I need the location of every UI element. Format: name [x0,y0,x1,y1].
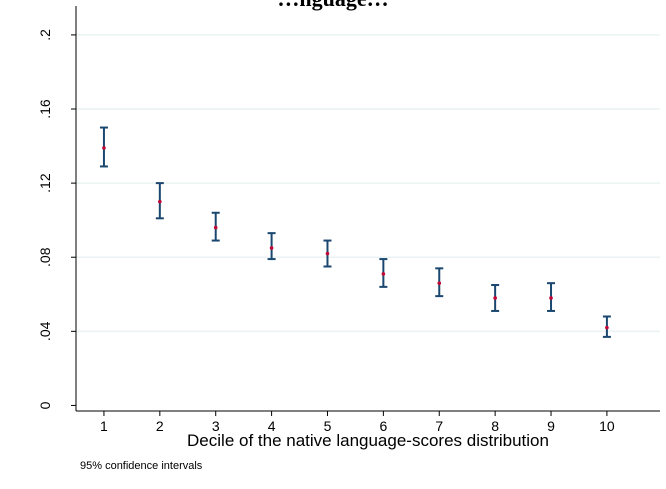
confidence-interval [491,284,500,312]
confidence-interval [602,315,611,338]
point-estimate [269,246,274,250]
point-estimate [213,225,218,230]
y-tick-label: 0 [37,401,53,409]
x-tick-label: 2 [156,418,164,434]
x-tick-label: 4 [268,418,276,434]
y-tick-label: .04 [37,321,53,341]
point-estimate [493,296,497,300]
x-tick-label: 7 [435,418,443,434]
chart-title: …nguage… [0,0,666,12]
confidence-interval [379,258,388,288]
confidence-interval [267,232,276,261]
confidence-interval [547,282,556,312]
confidence-interval [155,182,164,220]
x-tick-label: 1 [100,418,108,434]
confidence-interval [323,239,332,268]
point-estimate [158,199,162,204]
point-estimate [605,325,609,330]
point-estimate [381,272,386,276]
x-tick-label: 5 [324,418,332,434]
point-estimate [325,251,330,256]
x-tick-label: 9 [547,418,555,434]
x-tick-label: 6 [379,418,387,434]
point-estimate [102,146,106,150]
y-tick-label: .2 [37,29,53,41]
confidence-interval [99,126,108,168]
x-tick-label: 8 [491,418,499,434]
confidence-interval [435,267,444,298]
x-tick-label: 3 [212,418,220,434]
point-estimate [549,296,553,300]
x-tick-label: 10 [599,418,615,434]
point-estimate [437,281,442,285]
y-tick-label: .16 [37,99,53,119]
y-tick-label: .08 [37,247,53,267]
confidence-interval [211,211,220,242]
confidence-interval-note: 95% confidence intervals [80,460,203,472]
x-axis-title: Decile of the native language-scores dis… [187,431,549,450]
y-tick-label: .12 [37,173,53,193]
